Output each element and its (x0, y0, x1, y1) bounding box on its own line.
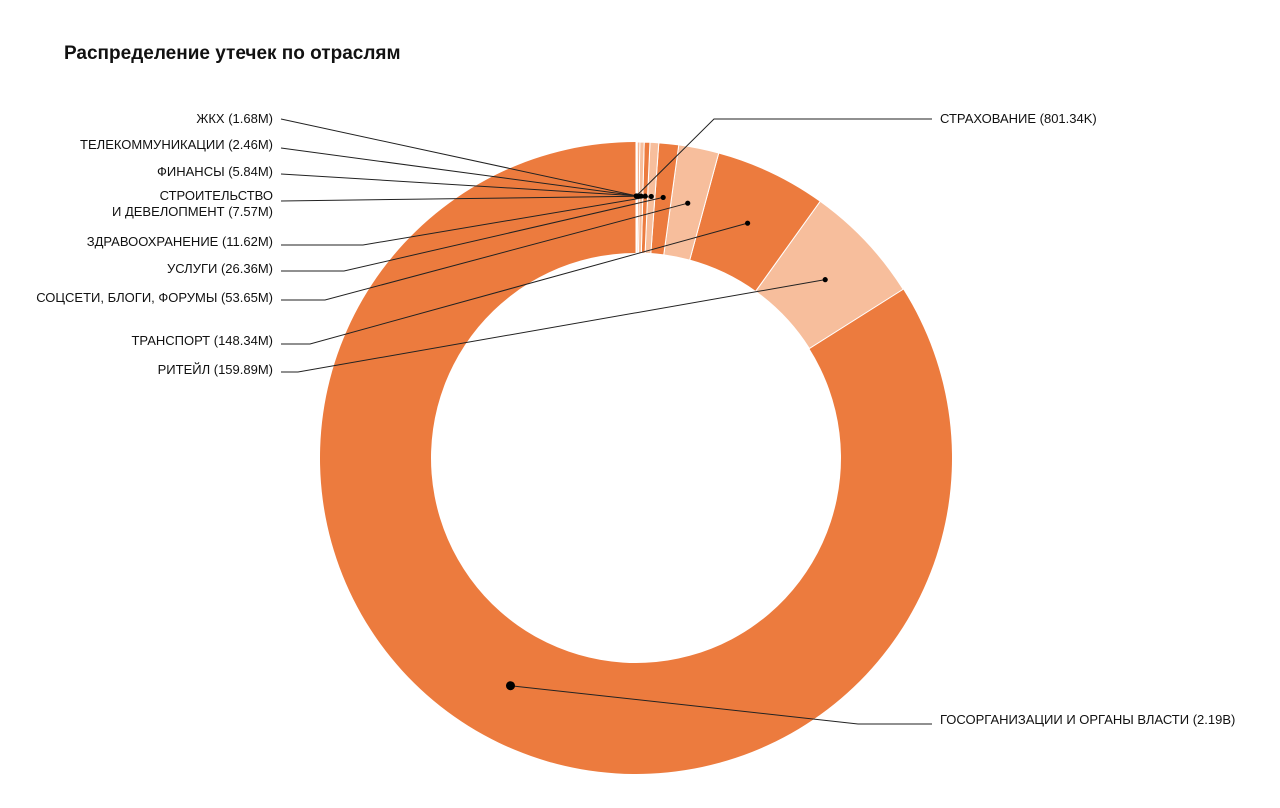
leader-line (280, 118, 638, 197)
leader-dot (642, 193, 648, 199)
slice-label: ТРАНСПОРТ (148.34M) (131, 333, 273, 348)
slice-labels: ГОСОРГАНИЗАЦИИ И ОРГАНЫ ВЛАСТИ (2.19B) РИ… (36, 111, 1235, 727)
slice-label: ГОСОРГАНИЗАЦИИ И ОРГАНЫ ВЛАСТИ (2.19B) (940, 712, 1235, 727)
leader-dot (822, 277, 828, 283)
slice-label: ФИНАНСЫ (5.84M) (157, 164, 273, 179)
leader-line (510, 685, 932, 725)
slice-label: СТРОИТЕЛЬСТВО И ДЕВЕЛОПМЕНТ (7.57M) (112, 188, 273, 219)
leader-lines (280, 118, 932, 725)
leader-line (281, 279, 826, 373)
leader-dot (744, 220, 751, 226)
leader-dot (648, 193, 654, 200)
leader-line (280, 173, 641, 197)
donut-slices (319, 141, 952, 774)
slice-label: СОЦСЕТИ, БЛОГИ, ФОРУМЫ (53.65M) (36, 290, 273, 305)
leader-dot (633, 193, 639, 199)
slice-label: УСЛУГИ (26.36M) (167, 261, 273, 276)
slice-label: СТРАХОВАНИЕ (801.34K) (940, 111, 1097, 126)
slice-label: ЗДРАВООХРАНЕНИЕ (11.62M) (87, 234, 273, 249)
slice-label-line: СТРОИТЕЛЬСТВО (160, 188, 273, 203)
leader-line (635, 118, 932, 197)
leader-line (280, 147, 639, 197)
donut-slice (663, 144, 720, 261)
donut-slice (689, 152, 821, 293)
leader-line (281, 195, 652, 246)
leader-dot (505, 681, 515, 691)
leader-line (281, 222, 748, 345)
leader-dot (685, 200, 691, 206)
donut-slice (754, 200, 904, 350)
leader-dot (660, 194, 666, 201)
leader-line (280, 195, 646, 202)
slice-label: ЖКХ (1.68M) (196, 111, 273, 126)
slice-label: ТЕЛЕКОММУНИКАЦИИ (2.46M) (80, 137, 273, 152)
chart-title: Распределение утечек по отраслям (64, 43, 401, 64)
slice-label: РИТЕЙЛ (159.89M) (158, 362, 273, 377)
leader-line (281, 202, 688, 301)
donut-slice (319, 142, 952, 774)
slice-label-line: И ДЕВЕЛОПМЕНТ (7.57M) (112, 204, 273, 219)
leader-line (281, 196, 664, 272)
